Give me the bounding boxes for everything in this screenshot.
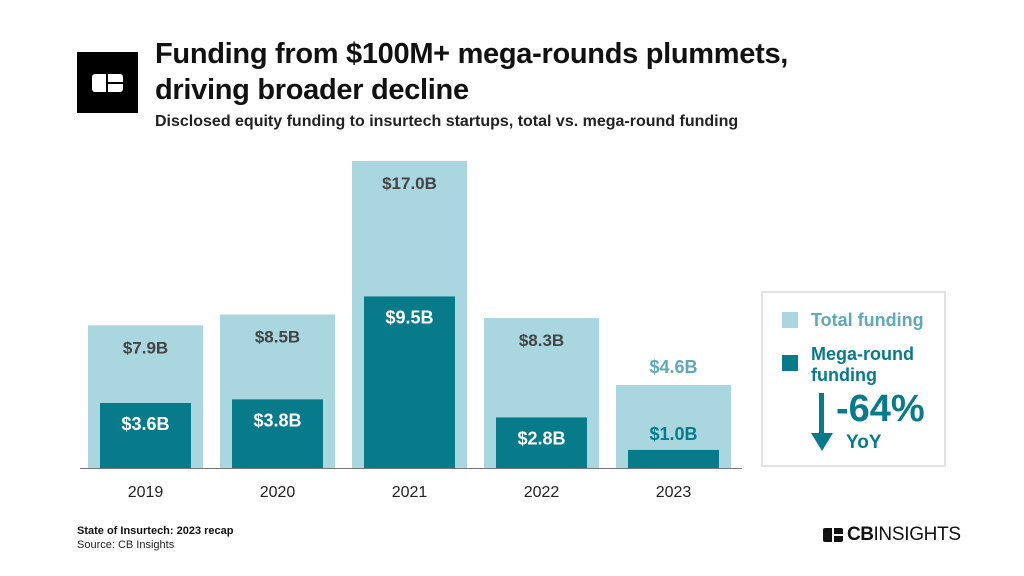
bar-mega-2020 — [232, 399, 323, 468]
cb-insights-logo: CB INSIGHTS — [823, 524, 961, 546]
label-total-2023: $4.6B — [649, 357, 697, 377]
yoy-change: -64% — [836, 388, 925, 430]
tick-label-2023: 2023 — [656, 484, 692, 501]
bar-mega-2023 — [628, 449, 719, 468]
label-mega-2022: $2.8B — [517, 428, 565, 448]
report-name: State of Insurtech: 2023 recap — [77, 525, 234, 537]
brand-rest: INSIGHTS — [873, 524, 961, 545]
bar-mega-2022 — [496, 417, 587, 468]
chart-subtitle: Disclosed equity funding to insurtech st… — [155, 113, 739, 130]
label-total-2022: $8.3B — [519, 331, 564, 350]
source: Source: CB Insights — [77, 539, 175, 551]
cb-logo — [77, 52, 138, 113]
cb-logo-mark — [823, 528, 843, 542]
tick-label-2021: 2021 — [392, 484, 428, 501]
legend — [761, 291, 946, 467]
bar-mega-2021 — [364, 296, 455, 468]
brand-bold: CB — [847, 524, 874, 545]
yoy-label: YoY — [846, 432, 882, 453]
legend-label-mega-2: funding — [811, 365, 877, 385]
tick-label-2019: 2019 — [128, 484, 164, 501]
label-total-2020: $8.5B — [255, 328, 300, 347]
bar-mega-2019 — [100, 402, 191, 468]
label-mega-2021: $9.5B — [385, 307, 433, 327]
legend-label-total: Total funding — [811, 310, 924, 330]
label-mega-2019: $3.6B — [121, 414, 169, 434]
legend-swatch-total — [782, 312, 798, 328]
tick-label-2020: 2020 — [260, 484, 296, 501]
label-mega-2023: $1.0B — [649, 424, 697, 444]
arrow-down-icon — [811, 393, 833, 451]
label-total-2019: $7.9B — [123, 338, 168, 357]
chart-title: Funding from $100M+ mega-rounds plummets… — [155, 38, 789, 106]
tick-label-2022: 2022 — [524, 484, 560, 501]
label-mega-2020: $3.8B — [253, 410, 301, 430]
label-total-2021: $17.0B — [382, 174, 437, 193]
legend-label-mega-1: Mega-round — [811, 344, 914, 364]
legend-swatch-mega — [782, 355, 798, 371]
